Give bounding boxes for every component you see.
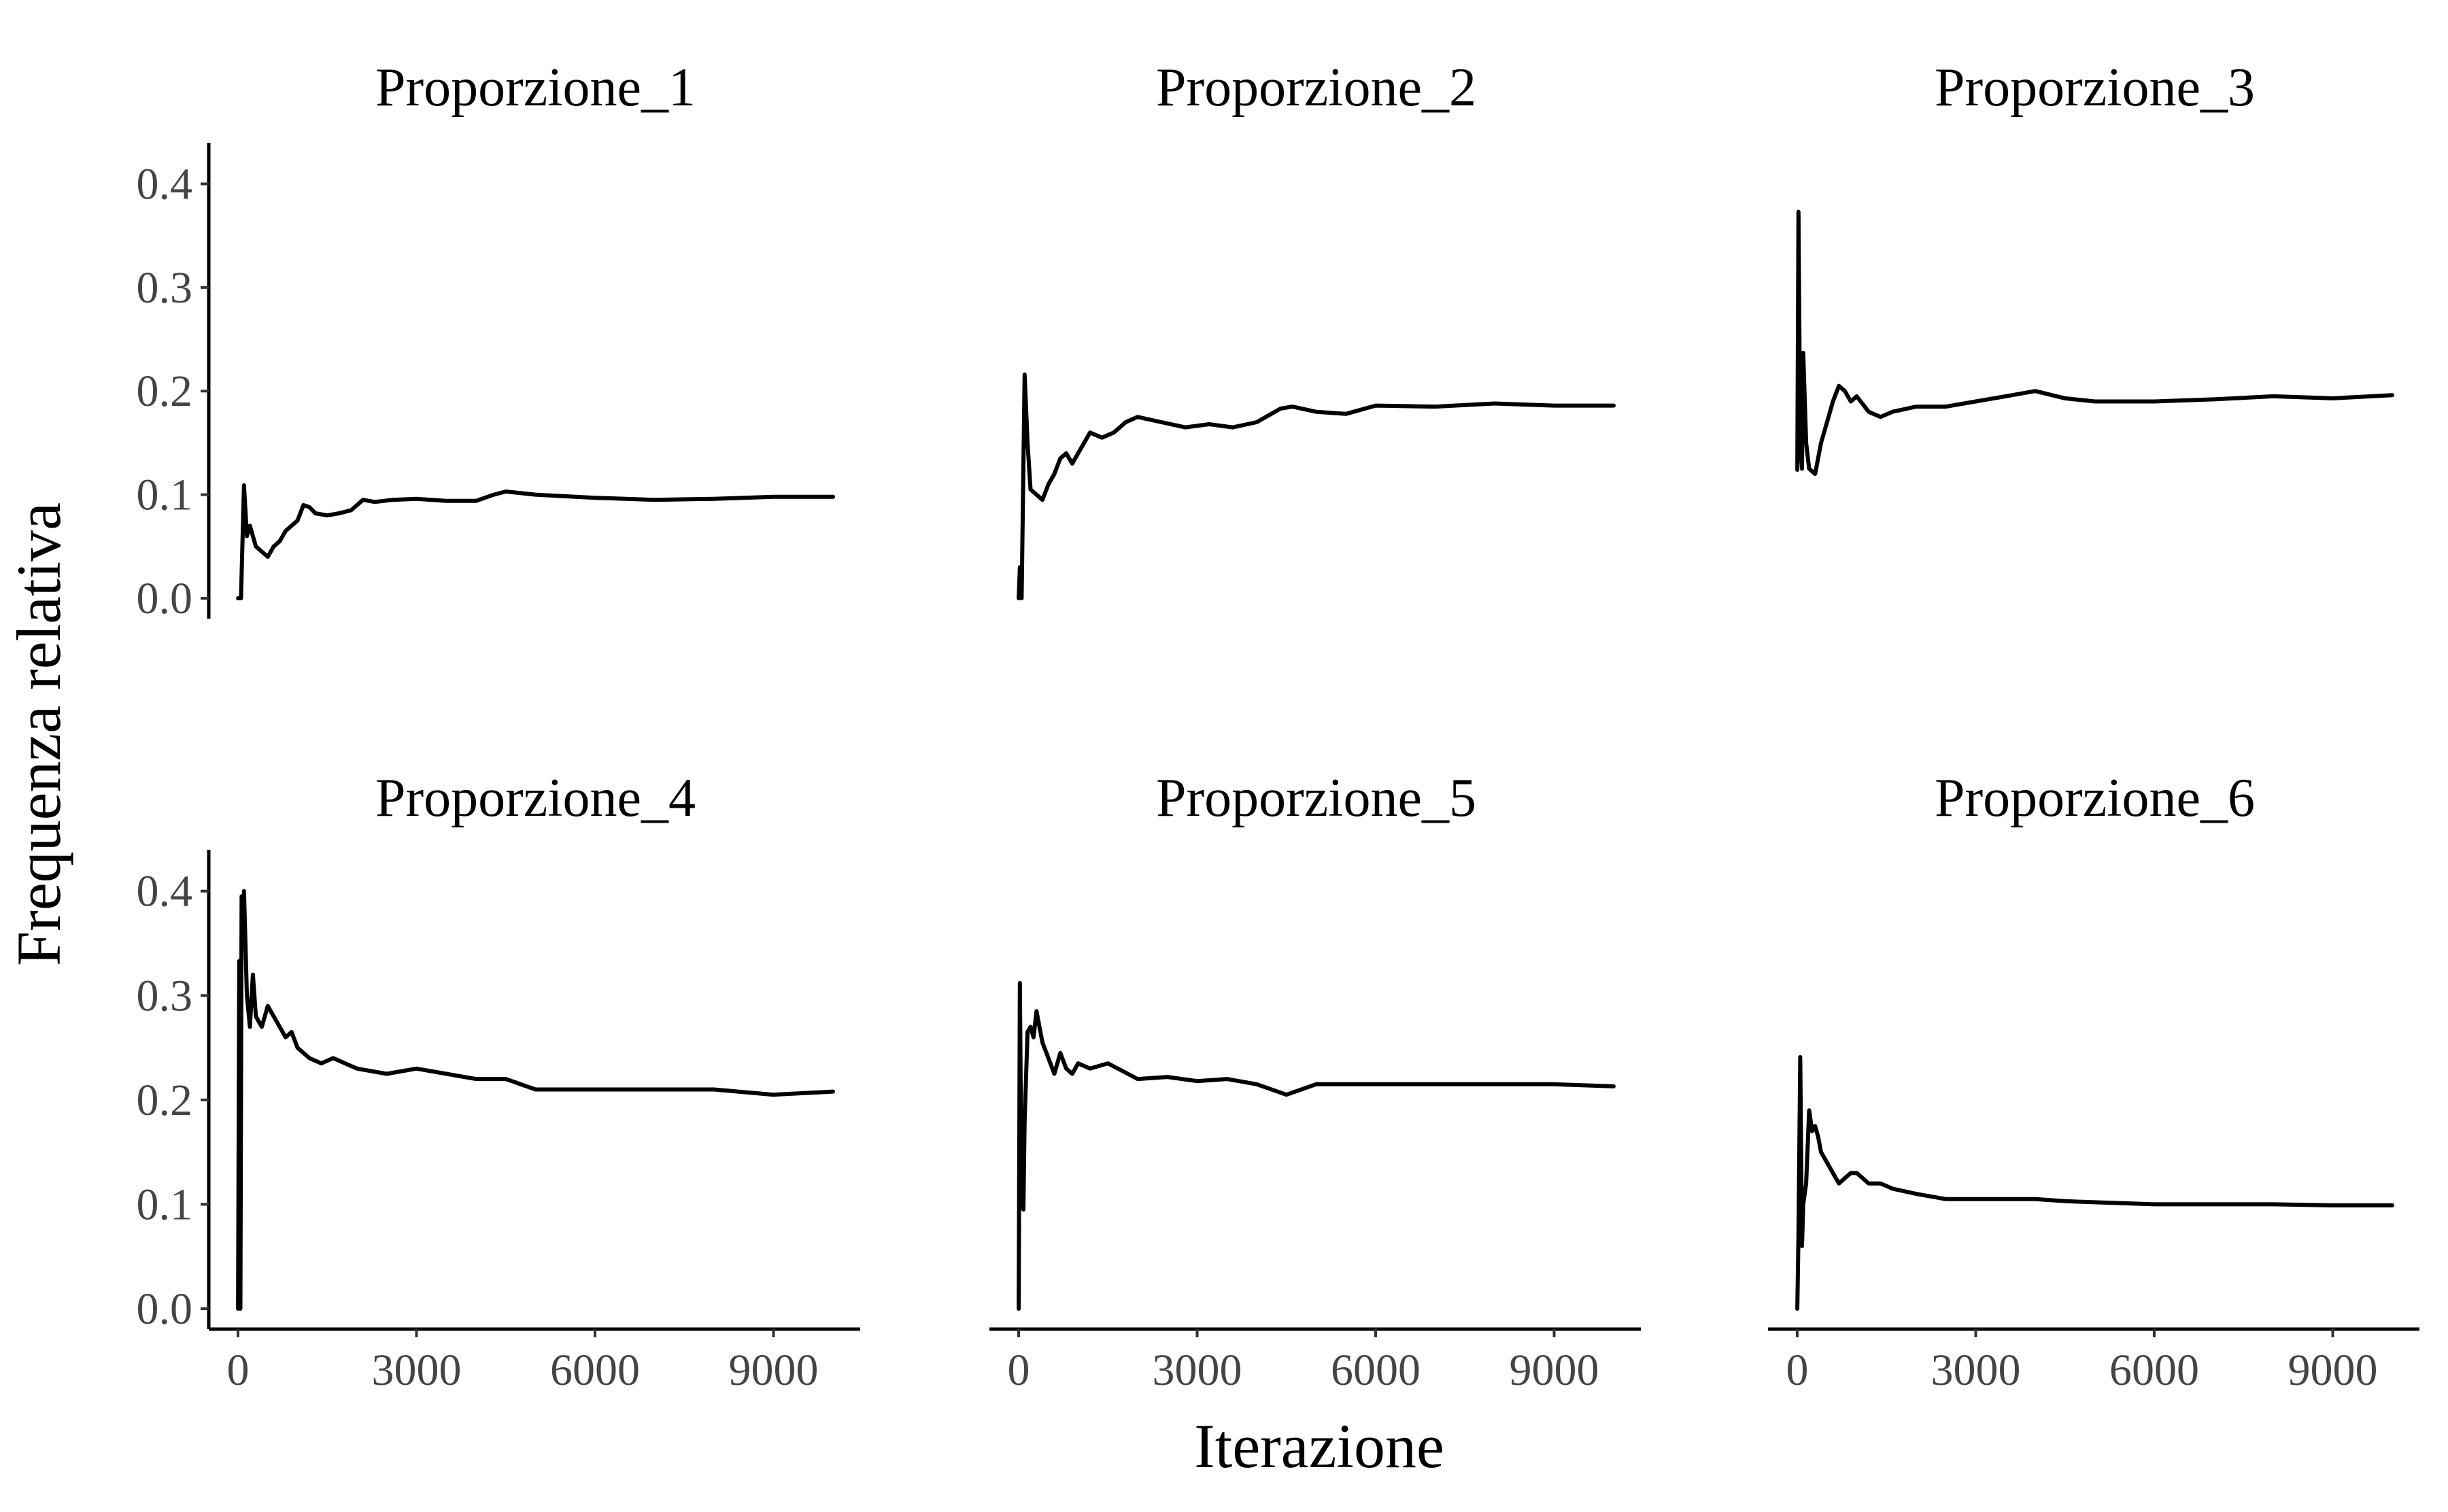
x-tick-label: 9000 xyxy=(1510,1345,1599,1395)
series-line xyxy=(1017,980,1616,1311)
x-tick-label: 0 xyxy=(1008,1345,1030,1395)
y-tick-label: 0.4 xyxy=(137,867,193,916)
panel-3: Proporzione_3 xyxy=(1795,58,2394,477)
panel-title: Proporzione_6 xyxy=(1935,768,2255,828)
x-tick-label: 3000 xyxy=(1153,1345,1242,1395)
series-line xyxy=(1795,1054,2394,1311)
panel-title: Proporzione_3 xyxy=(1935,58,2255,118)
panel-title: Proporzione_5 xyxy=(1156,768,1476,828)
x-axis-label: Iterazione xyxy=(1194,1411,1444,1481)
y-tick-label: 0.1 xyxy=(137,470,193,520)
x-tick-label: 0 xyxy=(1786,1345,1809,1395)
panels: Proporzione_10.00.10.20.30.4Proporzione_… xyxy=(137,58,2419,1395)
panel-1: Proporzione_1 0.0 0.1 0.2 0.3 0.4 xyxy=(137,58,835,623)
x-tick-label: 3000 xyxy=(1931,1345,2021,1395)
series-line xyxy=(236,483,835,600)
x-tick-label: 6000 xyxy=(2109,1345,2199,1395)
x-tick-label: 9000 xyxy=(729,1345,819,1395)
x-tick-label: 6000 xyxy=(1331,1345,1421,1395)
y-axis-label: Frequenza relativa xyxy=(4,502,73,966)
panel-2: Proporzione_2 xyxy=(1017,58,1616,600)
y-tick-label: 0.0 xyxy=(137,574,193,623)
series-line xyxy=(1795,209,2394,477)
x-tick-label: 9000 xyxy=(2288,1345,2378,1395)
series-line xyxy=(236,889,835,1311)
y-tick-label: 0.2 xyxy=(137,1076,193,1125)
x-tick-label: 3000 xyxy=(372,1345,462,1395)
series-line xyxy=(1017,372,1616,600)
y-tick-label: 0.4 xyxy=(137,159,193,209)
panel-title: Proporzione_2 xyxy=(1156,58,1476,118)
y-tick-label: 0.3 xyxy=(137,971,193,1020)
panel-6: Proporzione_6 0 3000 6000 9000 xyxy=(1768,768,2419,1395)
y-tick-label: 0.3 xyxy=(137,263,193,313)
x-tick-label: 6000 xyxy=(550,1345,640,1395)
panel-5: Proporzione_5 0 3000 6000 9000 xyxy=(989,768,1641,1395)
y-tick-label: 0.0 xyxy=(137,1284,193,1334)
x-tick-label: 0 xyxy=(227,1345,250,1395)
panel-4: Proporzione_4 0.0 0.1 0.2 0.3 0.4 0 3000 6000 900… xyxy=(137,768,860,1395)
panel-title: Proporzione_4 xyxy=(375,768,696,828)
y-tick-label: 0.2 xyxy=(137,366,193,416)
y-tick-label: 0.1 xyxy=(137,1180,193,1229)
panel-title: Proporzione_1 xyxy=(375,58,696,118)
